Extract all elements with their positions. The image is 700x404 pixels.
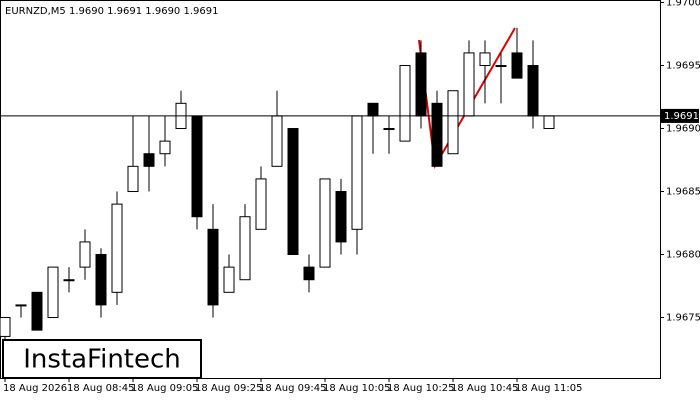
- candle-body: [79, 241, 91, 268]
- y-tick-label: 1.9675: [666, 313, 700, 324]
- candle-body: [479, 52, 491, 67]
- candle-body: [543, 115, 555, 130]
- candle-body: [63, 279, 75, 282]
- candle-body: [223, 266, 235, 293]
- chart-title: EURNZD,M5 1.9690 1.9691 1.9690 1.9691: [5, 6, 218, 17]
- x-tick-label: 18 Aug 10:25: [387, 383, 454, 394]
- current-price-label: 1.9691: [664, 111, 699, 122]
- candle-body: [415, 52, 427, 117]
- candle-body: [15, 304, 27, 307]
- y-tick-label: 1.9700: [666, 0, 700, 9]
- candle-body: [447, 90, 459, 155]
- candle-body: [255, 178, 267, 230]
- x-tick-label: 18 Aug 2026: [3, 383, 67, 394]
- candle-body: [31, 291, 43, 331]
- candle-body: [271, 115, 283, 167]
- x-tick-label: 18 Aug 10:05: [323, 383, 390, 394]
- candle-body: [239, 216, 251, 281]
- candle-body: [111, 203, 123, 293]
- candle-body: [463, 52, 475, 117]
- candle-body: [319, 178, 331, 268]
- y-tick-label: 1.9690: [666, 124, 700, 135]
- candle-body: [367, 102, 379, 117]
- logo-box: [2, 339, 202, 379]
- x-tick-label: 18 Aug 11:05: [515, 383, 582, 394]
- x-tick-label: 18 Aug 09:05: [131, 383, 198, 394]
- current-price-box: [661, 108, 699, 123]
- x-tick-label: 18 Aug 09:45: [259, 383, 326, 394]
- y-tick-label: 1.9695: [666, 61, 700, 72]
- candle-body: [303, 266, 315, 281]
- y-tick-label: 1.9685: [666, 187, 700, 198]
- candle-body: [95, 254, 107, 306]
- candle-body: [383, 128, 395, 131]
- candle-body: [495, 65, 507, 68]
- candle-body: [207, 228, 219, 306]
- x-tick-label: 18 Aug 10:45: [451, 383, 518, 394]
- candle-body: [431, 102, 443, 167]
- candle-body: [527, 65, 539, 117]
- candle-body: [351, 115, 363, 230]
- candle-body: [335, 191, 347, 243]
- candle-body: [511, 52, 523, 79]
- candle-body: [47, 266, 59, 319]
- candle-body: [0, 317, 11, 337]
- candle-body: [143, 153, 155, 167]
- y-tick-label: 1.9680: [666, 250, 700, 261]
- candle-body: [159, 140, 171, 155]
- x-tick-label: 18 Aug 09:25: [195, 383, 262, 394]
- candle-body: [399, 65, 411, 142]
- logo: InstaFintech: [23, 345, 181, 375]
- candle-body: [191, 115, 203, 218]
- candle-body: [287, 128, 299, 256]
- x-tick-label: 18 Aug 08:45: [67, 383, 134, 394]
- candle-body: [127, 165, 139, 193]
